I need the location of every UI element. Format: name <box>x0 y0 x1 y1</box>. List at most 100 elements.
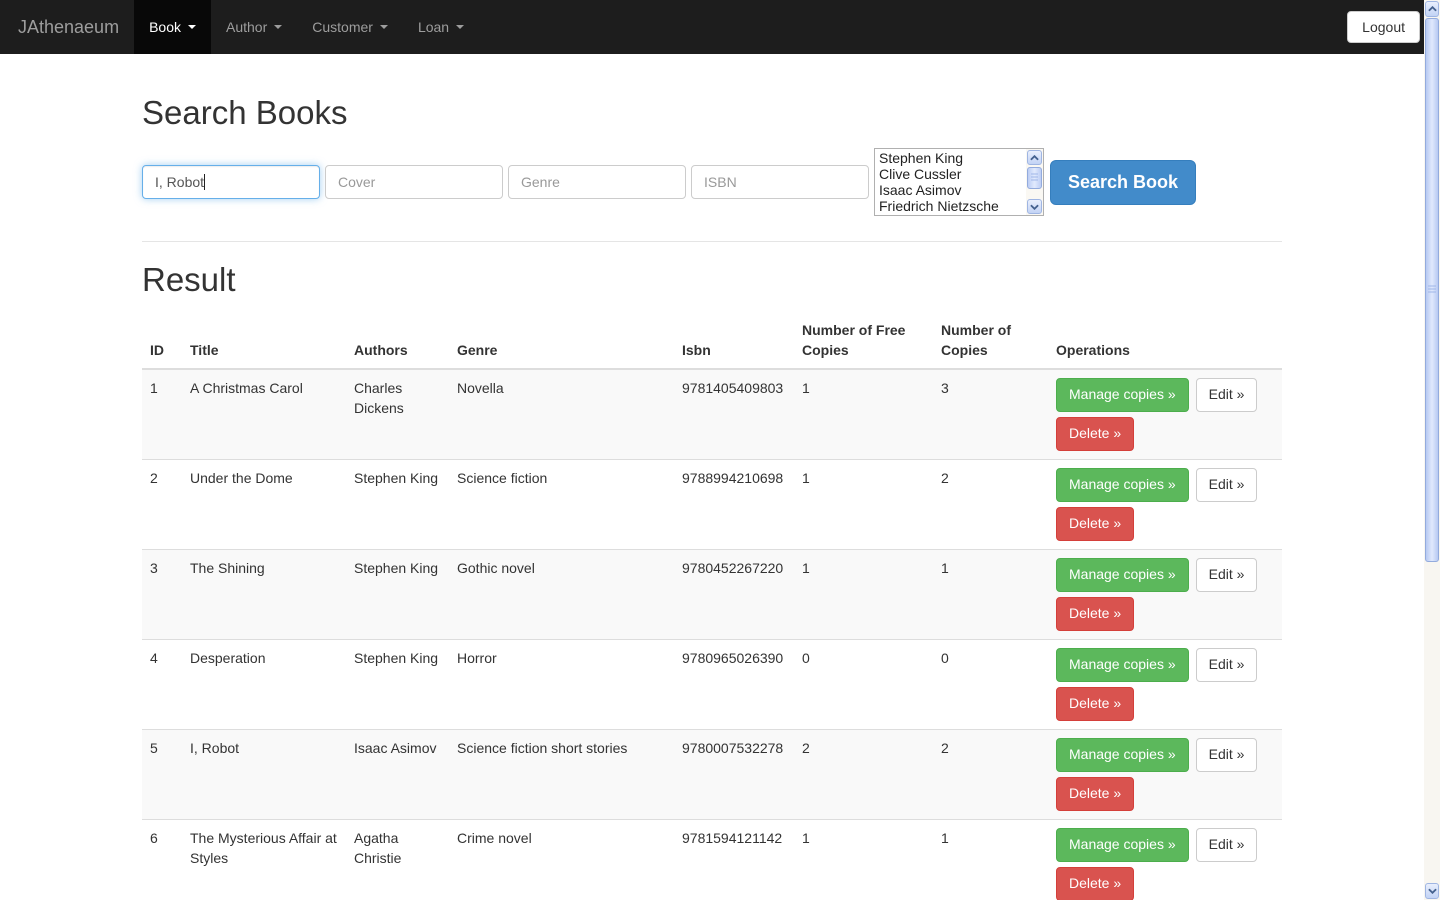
cell-title: I, Robot <box>182 729 346 820</box>
cell-title: Desperation <box>182 639 346 730</box>
operations-row: Manage copies » Edit » <box>1056 378 1274 413</box>
author-option[interactable]: Clive Cussler <box>879 166 962 183</box>
operations-row: Manage copies » Edit » <box>1056 738 1274 773</box>
logout-button[interactable]: Logout <box>1347 11 1420 43</box>
cell-isbn: 9780965026390 <box>674 639 794 730</box>
cell-operations: Manage copies » Edit » Delete » <box>1048 368 1282 460</box>
select-scrollbar[interactable] <box>1026 149 1043 216</box>
table-row: 5 I, Robot Isaac Asimov Science fiction … <box>142 729 1282 820</box>
table-row: 4 Desperation Stephen King Horror 978096… <box>142 639 1282 730</box>
cell-free-copies: 2 <box>794 729 933 820</box>
nav-item-customer[interactable]: Customer <box>297 0 403 54</box>
scrollbar-up-arrow-icon[interactable] <box>1027 150 1042 166</box>
cell-free-copies: 1 <box>794 368 933 460</box>
nav-item-author[interactable]: Author <box>211 0 297 54</box>
manage-copies-button[interactable]: Manage copies » <box>1056 828 1189 863</box>
results-table: ID Title Authors Genre Isbn Number of Fr… <box>142 311 1282 900</box>
col-header-title: Title <box>182 311 346 371</box>
edit-button[interactable]: Edit » <box>1195 558 1258 593</box>
cell-authors: Stephen King <box>346 639 449 730</box>
manage-copies-button[interactable]: Manage copies » <box>1056 648 1189 683</box>
operations-row: Manage copies » Edit » <box>1056 468 1274 503</box>
delete-button[interactable]: Delete » <box>1056 687 1135 722</box>
col-header-authors: Authors <box>346 311 449 371</box>
cell-copies: 2 <box>933 729 1048 820</box>
cell-authors: Isaac Asimov <box>346 729 449 820</box>
cell-id: 2 <box>142 459 182 550</box>
cell-authors: Stephen King <box>346 549 449 640</box>
edit-button[interactable]: Edit » <box>1195 468 1258 503</box>
authors-multiselect[interactable]: Stephen King Clive Cussler Isaac Asimov … <box>874 148 1044 217</box>
cell-authors: Charles Dickens <box>346 368 449 460</box>
cell-genre: Crime novel <box>449 819 674 900</box>
cell-operations: Manage copies » Edit » Delete » <box>1048 819 1282 900</box>
select-scrollbar-thumb[interactable] <box>1027 167 1042 190</box>
title-input-wrap <box>142 165 320 200</box>
cell-title: The Shining <box>182 549 346 640</box>
cell-genre: Gothic novel <box>449 549 674 640</box>
cell-id: 6 <box>142 819 182 900</box>
scrollbar-up-arrow-icon[interactable] <box>1425 1 1439 17</box>
cell-id: 3 <box>142 549 182 640</box>
nav-item-label: Author <box>226 19 268 35</box>
cell-operations: Manage copies » Edit » Delete » <box>1048 729 1282 820</box>
delete-button[interactable]: Delete » <box>1056 507 1135 542</box>
cell-copies: 1 <box>933 549 1048 640</box>
delete-button[interactable]: Delete » <box>1056 777 1135 812</box>
top-navbar: JAthenaeum Book Author Customer Loan Log… <box>0 0 1424 54</box>
col-header-id: ID <box>142 311 182 371</box>
cell-genre: Science fiction <box>449 459 674 550</box>
scrollbar-down-arrow-icon[interactable] <box>1425 883 1439 899</box>
authors-option-list: Stephen King Clive Cussler Isaac Asimov … <box>875 149 1027 215</box>
edit-button[interactable]: Edit » <box>1195 738 1258 773</box>
nav-item-label: Book <box>149 19 181 35</box>
operations-row: Manage copies » Edit » <box>1056 558 1274 593</box>
delete-button[interactable]: Delete » <box>1056 417 1135 452</box>
main-container: Search Books Stephen King Clive Cussler … <box>142 94 1282 900</box>
manage-copies-button[interactable]: Manage copies » <box>1056 378 1189 413</box>
cell-isbn: 9781594121142 <box>674 819 794 900</box>
cell-isbn: 9780007532278 <box>674 729 794 820</box>
cell-copies: 3 <box>933 368 1048 460</box>
operations-row: Manage copies » Edit » <box>1056 828 1274 863</box>
genre-search-input[interactable] <box>508 165 686 200</box>
nav-item-loan[interactable]: Loan <box>403 0 479 54</box>
scrollbar-down-arrow-icon[interactable] <box>1027 199 1042 215</box>
section-divider <box>142 241 1282 243</box>
table-header-row: ID Title Authors Genre Isbn Number of Fr… <box>142 311 1282 371</box>
nav-item-label: Loan <box>417 19 450 35</box>
page-scrollbar[interactable] <box>1424 0 1440 900</box>
genre-input-wrap <box>508 165 686 200</box>
isbn-search-input[interactable] <box>691 165 869 200</box>
delete-button[interactable]: Delete » <box>1056 597 1135 632</box>
page-scrollbar-thumb[interactable] <box>1425 18 1439 562</box>
cover-search-input[interactable] <box>325 165 503 200</box>
cell-operations: Manage copies » Edit » Delete » <box>1048 459 1282 550</box>
cover-input-wrap <box>325 165 503 200</box>
cell-free-copies: 1 <box>794 549 933 640</box>
operations-row: Manage copies » Edit » <box>1056 648 1274 683</box>
cell-copies: 1 <box>933 819 1048 900</box>
author-option[interactable]: Friedrich Nietzsche <box>879 198 999 215</box>
search-book-button[interactable]: Search Book <box>1050 159 1197 205</box>
cell-genre: Novella <box>449 368 674 460</box>
author-option[interactable]: Charles Dickens <box>879 214 1027 215</box>
cell-authors: Agatha Christie <box>346 819 449 900</box>
table-row: 6 The Mysterious Affair at Styles Agatha… <box>142 819 1282 900</box>
nav-item-book[interactable]: Book <box>134 0 211 54</box>
caret-down-icon <box>379 25 388 29</box>
author-option[interactable]: Isaac Asimov <box>879 182 962 199</box>
edit-button[interactable]: Edit » <box>1195 648 1258 683</box>
delete-button[interactable]: Delete » <box>1056 867 1135 900</box>
manage-copies-button[interactable]: Manage copies » <box>1056 558 1189 593</box>
cell-id: 4 <box>142 639 182 730</box>
cell-genre: Science fiction short stories <box>449 729 674 820</box>
manage-copies-button[interactable]: Manage copies » <box>1056 468 1189 503</box>
edit-button[interactable]: Edit » <box>1195 828 1258 863</box>
search-form: Stephen King Clive Cussler Isaac Asimov … <box>142 148 1282 217</box>
col-header-copies: Number of Copies <box>933 311 1048 371</box>
edit-button[interactable]: Edit » <box>1195 378 1258 413</box>
author-option[interactable]: Stephen King <box>879 150 964 167</box>
title-search-input[interactable] <box>142 165 320 200</box>
manage-copies-button[interactable]: Manage copies » <box>1056 738 1189 773</box>
